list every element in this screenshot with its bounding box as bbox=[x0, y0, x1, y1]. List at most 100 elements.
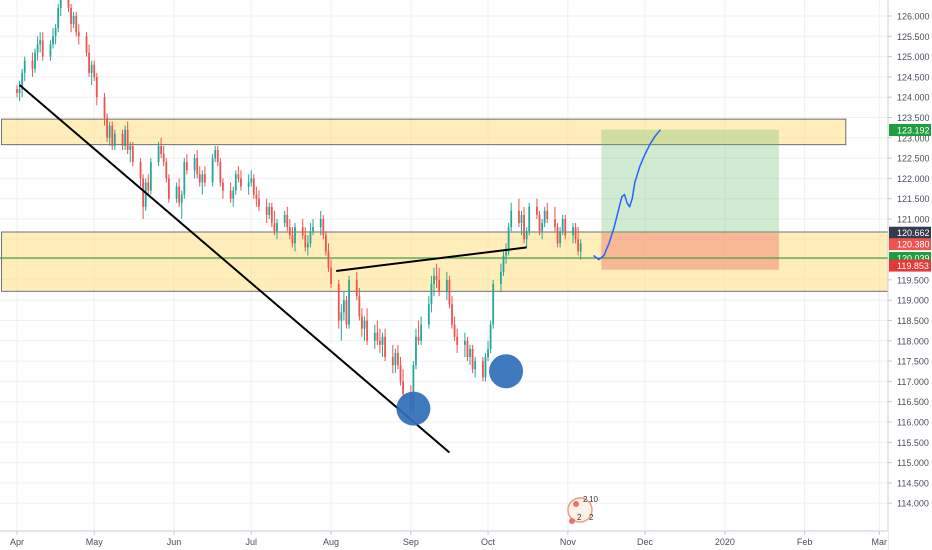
candle-body bbox=[85, 36, 88, 53]
long-position-tool[interactable] bbox=[601, 129, 779, 270]
candle-body bbox=[391, 357, 394, 366]
candle-body bbox=[88, 52, 90, 73]
time-tick-label: Jul bbox=[245, 537, 257, 547]
candle-body bbox=[309, 231, 312, 244]
candle-body bbox=[525, 231, 528, 240]
price-label-box bbox=[889, 124, 931, 137]
candle-body bbox=[204, 174, 206, 183]
candle-body bbox=[276, 223, 278, 232]
candle-body bbox=[54, 28, 57, 37]
price-zone bbox=[1, 118, 847, 146]
candle-body bbox=[198, 174, 201, 183]
price-tick-label: 115.500 bbox=[897, 438, 929, 448]
candle-body bbox=[121, 133, 124, 146]
candle-body bbox=[306, 243, 309, 248]
candle-body bbox=[175, 186, 178, 199]
candle-body bbox=[180, 194, 183, 203]
time-tick-label: Sep bbox=[403, 537, 419, 547]
candle-body bbox=[402, 381, 404, 394]
candle-body bbox=[561, 219, 564, 232]
time-tick-label: Feb bbox=[797, 537, 813, 547]
candle-body bbox=[234, 174, 237, 191]
candle-body bbox=[49, 44, 52, 57]
candle-body bbox=[111, 125, 114, 146]
time-tick-label: Jun bbox=[167, 537, 182, 547]
candle-body bbox=[304, 235, 307, 248]
candle-body bbox=[229, 190, 232, 199]
swing-low-markers bbox=[396, 354, 524, 426]
trendlines[interactable] bbox=[18, 84, 527, 454]
candle-body bbox=[57, 7, 60, 29]
time-tick-label: Dec bbox=[637, 537, 654, 547]
candle-body bbox=[165, 162, 168, 179]
candle-body bbox=[39, 40, 42, 45]
candle-body bbox=[379, 340, 381, 345]
candle-body bbox=[322, 219, 325, 236]
candle-body bbox=[528, 206, 531, 232]
candle-body bbox=[518, 210, 520, 224]
candle-body bbox=[363, 320, 366, 329]
candle-body bbox=[510, 210, 513, 228]
projection-path[interactable] bbox=[593, 129, 662, 261]
candle-body bbox=[34, 52, 36, 69]
candle-body bbox=[430, 283, 433, 305]
candle-body bbox=[16, 89, 18, 94]
candle-body bbox=[183, 162, 186, 195]
candle-body bbox=[330, 267, 332, 284]
price-tick-label: 118.000 bbox=[897, 336, 929, 346]
candle-body bbox=[124, 129, 127, 146]
candle-body bbox=[448, 279, 451, 305]
candle-body bbox=[31, 60, 34, 69]
candle-body bbox=[268, 206, 271, 215]
candle-body bbox=[196, 158, 199, 175]
candle-body bbox=[222, 182, 224, 191]
price-label-text: 120.380 bbox=[897, 240, 930, 250]
price-axis[interactable]: 114.000 114.500 115.000 115.500 116.000 116.5… bbox=[888, 12, 930, 509]
candle-body bbox=[340, 312, 343, 321]
candle-body bbox=[106, 117, 108, 138]
candle-body bbox=[201, 174, 204, 183]
candle-body bbox=[500, 271, 502, 284]
candle-body bbox=[523, 214, 525, 240]
profit-zone bbox=[601, 129, 779, 233]
price-tick-label: 116.500 bbox=[897, 397, 929, 407]
candle-body bbox=[291, 235, 294, 244]
candle-body bbox=[469, 348, 471, 358]
candle-body bbox=[126, 129, 129, 150]
candlestick-series bbox=[16, 0, 582, 414]
candle-body bbox=[502, 255, 505, 272]
candle-body bbox=[149, 162, 152, 191]
price-tick-label: 116.000 bbox=[897, 418, 929, 428]
candle-body bbox=[319, 219, 322, 228]
candle-body bbox=[255, 194, 258, 199]
candle-body bbox=[288, 227, 291, 236]
candle-body bbox=[373, 332, 376, 341]
candle-body bbox=[232, 190, 235, 199]
candle-body bbox=[358, 296, 361, 317]
candle-body bbox=[417, 336, 420, 341]
candle-body bbox=[489, 324, 492, 349]
price-label-box bbox=[889, 226, 931, 239]
event-label: 2 bbox=[583, 495, 588, 504]
time-axis[interactable]: Apr May Jun Jul Aug Sep Oct Nov Dec 2020 Feb Mar bbox=[10, 531, 887, 547]
time-axis-background bbox=[0, 531, 888, 550]
candle-body bbox=[579, 243, 582, 252]
event-dot-icon bbox=[573, 501, 579, 507]
price-label-box bbox=[889, 259, 931, 272]
event-count: 10 bbox=[589, 495, 598, 504]
candle-body bbox=[216, 149, 219, 163]
candle-body bbox=[541, 223, 543, 232]
candle-body bbox=[399, 365, 402, 382]
projection-line bbox=[593, 129, 662, 261]
trendline bbox=[336, 246, 527, 272]
candle-body bbox=[474, 361, 477, 370]
time-tick-label: Nov bbox=[560, 537, 577, 547]
price-tick-label: 114.000 bbox=[897, 499, 929, 509]
swing-low-circle bbox=[396, 391, 431, 426]
price-tick-label: 124.500 bbox=[897, 72, 930, 82]
candle-body bbox=[453, 324, 456, 337]
events-icon[interactable]: 2 10 2 2 bbox=[567, 495, 598, 524]
price-tick-label: 123.500 bbox=[897, 113, 930, 123]
